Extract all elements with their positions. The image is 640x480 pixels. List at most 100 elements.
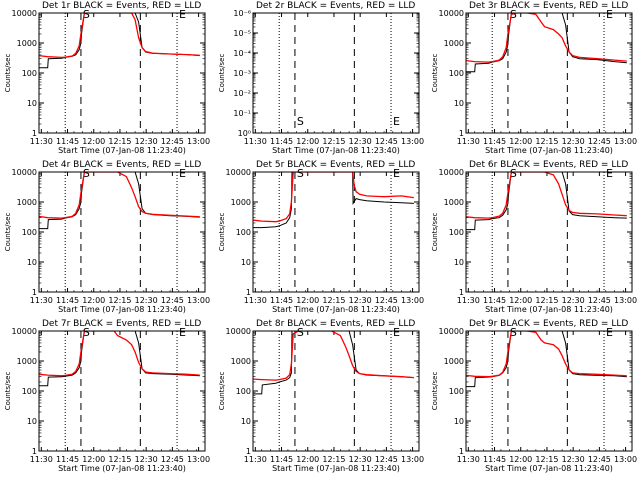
x-tick-label: 12:30	[349, 296, 372, 305]
panel-title: Det 6r BLACK = Events, RED = LLD	[469, 160, 628, 170]
marker-label-E: E	[393, 115, 400, 128]
panel-det-7r: Det 7r BLACK = Events, RED = LLD 11:30 11:…	[4, 319, 210, 473]
x-tick-label: 12:00	[296, 296, 319, 305]
x-tick-label: 11:45	[483, 137, 506, 146]
x-tick-label: 12:45	[588, 296, 611, 305]
x-tick-label: 12:30	[135, 137, 158, 146]
panel-title: Det 5r BLACK = Events, RED = LLD	[256, 160, 415, 170]
panel-title: Det 7r BLACK = Events, RED = LLD	[42, 319, 201, 329]
y-tick-label: 100	[22, 69, 37, 78]
plot-frame	[252, 171, 420, 293]
y-tick-label: 100	[22, 228, 37, 237]
x-axis-label: Start Time (07-Jan-08 11:23:40)	[272, 464, 400, 473]
plot-frame	[465, 330, 633, 452]
y-tick-label: 10	[27, 417, 37, 426]
x-tick-label: 12:30	[562, 137, 585, 146]
marker-label-S: S	[83, 167, 90, 180]
y-tick-label: 1	[32, 447, 37, 456]
y-tick-label: 1000	[444, 198, 464, 207]
x-tick-label: 12:00	[296, 455, 319, 464]
x-tick-label: 12:15	[108, 296, 131, 305]
y-tick-label: 10⁻⁴	[233, 49, 251, 58]
panel-det-2r: Det 2r BLACK = Events, RED = LLD 11:30 11:…	[218, 1, 424, 155]
marker-label-S: S	[510, 326, 517, 339]
marker-label-S: S	[297, 326, 304, 339]
x-tick-label: 12:30	[562, 455, 585, 464]
x-tick-label: 12:15	[535, 137, 558, 146]
y-tick-label: 1000	[444, 39, 464, 48]
series-events-line	[466, 172, 627, 231]
y-tick-label: 10	[454, 258, 464, 267]
marker-label-E: E	[393, 326, 400, 339]
y-tick-label: 1	[459, 288, 464, 297]
y-tick-label: 1	[32, 129, 37, 138]
series-lld-line	[253, 331, 414, 381]
x-tick-label: 12:30	[562, 296, 585, 305]
y-tick-label: 10000	[12, 9, 37, 18]
y-tick-label: 1000	[231, 198, 251, 207]
y-tick-label: 1	[459, 447, 464, 456]
y-axis-label: Counts/sec	[431, 372, 439, 411]
x-tick-label: 11:45	[56, 296, 79, 305]
x-tick-label: 12:45	[375, 296, 398, 305]
marker-label-E: E	[606, 8, 613, 21]
x-tick-label: 12:00	[509, 296, 532, 305]
marker-label-S: S	[297, 167, 304, 180]
y-tick-label: 10⁻¹	[233, 109, 251, 118]
x-tick-label: 12:15	[108, 137, 131, 146]
y-tick-label: 10000	[226, 327, 251, 336]
x-tick-label: 11:30	[457, 137, 480, 146]
x-tick-label: 12:00	[82, 455, 105, 464]
plot-frame	[465, 171, 633, 293]
x-tick-label: 12:30	[349, 137, 372, 146]
y-axis-label: Counts/sec	[4, 213, 12, 252]
x-tick-label: 12:45	[161, 296, 184, 305]
series-events-line	[466, 13, 627, 73]
series-events-line	[39, 331, 200, 387]
series-lld-line	[39, 172, 200, 219]
y-tick-label: 10	[454, 417, 464, 426]
plot-frame	[38, 12, 206, 134]
series-events-line	[253, 331, 414, 395]
x-tick-label: 12:30	[135, 455, 158, 464]
y-axis-label: Counts/sec	[4, 372, 12, 411]
x-tick-label: 11:30	[244, 296, 267, 305]
y-tick-label: 1000	[17, 39, 37, 48]
x-tick-label: 12:45	[161, 455, 184, 464]
panel-title: Det 3r BLACK = Events, RED = LLD	[469, 1, 628, 11]
y-tick-label: 1	[246, 288, 251, 297]
panel-det-8r: Det 8r BLACK = Events, RED = LLD 11:30 11:…	[218, 319, 424, 473]
x-tick-label: 12:45	[375, 455, 398, 464]
plot-frame	[252, 12, 420, 134]
x-tick-label: 11:30	[457, 455, 480, 464]
series-lld-line	[466, 13, 627, 63]
x-tick-label: 13:00	[614, 296, 637, 305]
y-tick-label: 10	[27, 258, 37, 267]
x-tick-label: 11:45	[270, 455, 293, 464]
series-events-line	[39, 172, 200, 230]
x-axis-label: Start Time (07-Jan-08 11:23:40)	[58, 305, 186, 314]
y-tick-label: 1	[246, 447, 251, 456]
y-tick-label: 10⁻²	[233, 89, 251, 98]
y-tick-label: 10	[27, 99, 37, 108]
y-tick-label: 100	[22, 387, 37, 396]
panel-title: Det 4r BLACK = Events, RED = LLD	[42, 160, 201, 170]
y-tick-label: 10000	[439, 168, 464, 177]
x-tick-label: 12:00	[82, 296, 105, 305]
y-tick-label: 10000	[226, 168, 251, 177]
marker-label-S: S	[83, 8, 90, 21]
x-tick-label: 12:45	[588, 455, 611, 464]
series-lld-line	[466, 172, 627, 219]
x-axis-label: Start Time (07-Jan-08 11:23:40)	[272, 305, 400, 314]
y-tick-label: 1000	[17, 198, 37, 207]
y-axis-label: Counts/sec	[218, 213, 226, 252]
plot-frame	[465, 12, 633, 134]
x-tick-label: 12:15	[108, 455, 131, 464]
y-tick-label: 10000	[12, 327, 37, 336]
panel-title: Det 1r BLACK = Events, RED = LLD	[42, 1, 201, 11]
x-axis-label: Start Time (07-Jan-08 11:23:40)	[485, 305, 613, 314]
x-axis-label: Start Time (07-Jan-08 11:23:40)	[58, 464, 186, 473]
y-axis-label: Counts/sec	[431, 213, 439, 252]
x-tick-label: 12:15	[535, 455, 558, 464]
plot-frame	[38, 171, 206, 293]
